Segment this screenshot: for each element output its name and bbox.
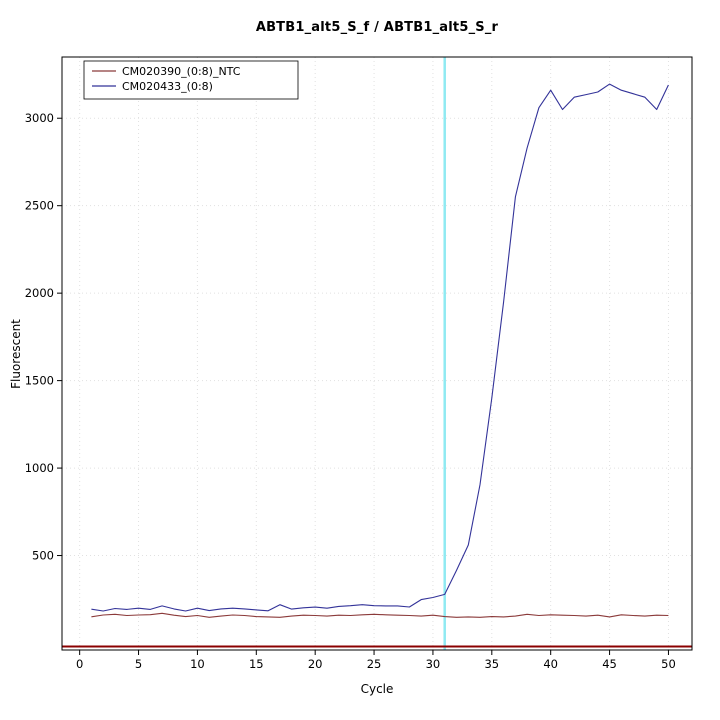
x-tick-label: 15: [249, 657, 264, 671]
series-line-1: [91, 83, 669, 612]
x-axis-label: Cycle: [360, 682, 394, 696]
x-tick-label: 0: [76, 657, 83, 671]
x-tick-label: 5: [135, 657, 142, 671]
legend-label: CM020390_(0:8)_NTC: [122, 65, 241, 78]
x-tick-label: 45: [602, 657, 617, 671]
y-tick-label: 1000: [25, 461, 54, 475]
x-tick-label: 25: [367, 657, 382, 671]
x-tick-label: 50: [661, 657, 676, 671]
y-tick-label: 2500: [25, 199, 54, 213]
x-tick-label: 40: [543, 657, 558, 671]
legend-box: [83, 60, 299, 100]
legend-label: CM020433_(0:8): [122, 80, 213, 93]
y-tick-label: 500: [32, 549, 54, 563]
chart-title: ABTB1_alt5_S_f / ABTB1_alt5_S_r: [255, 20, 499, 35]
x-tick-label: 10: [190, 657, 205, 671]
plot-border: [61, 56, 693, 651]
x-tick-label: 30: [426, 657, 441, 671]
x-tick-label: 20: [308, 657, 323, 671]
y-tick-label: 2000: [25, 286, 54, 300]
series-line-0: [91, 612, 669, 618]
y-tick-label: 1500: [25, 374, 54, 388]
y-tick-label: 3000: [25, 111, 54, 125]
x-tick-label: 35: [484, 657, 499, 671]
